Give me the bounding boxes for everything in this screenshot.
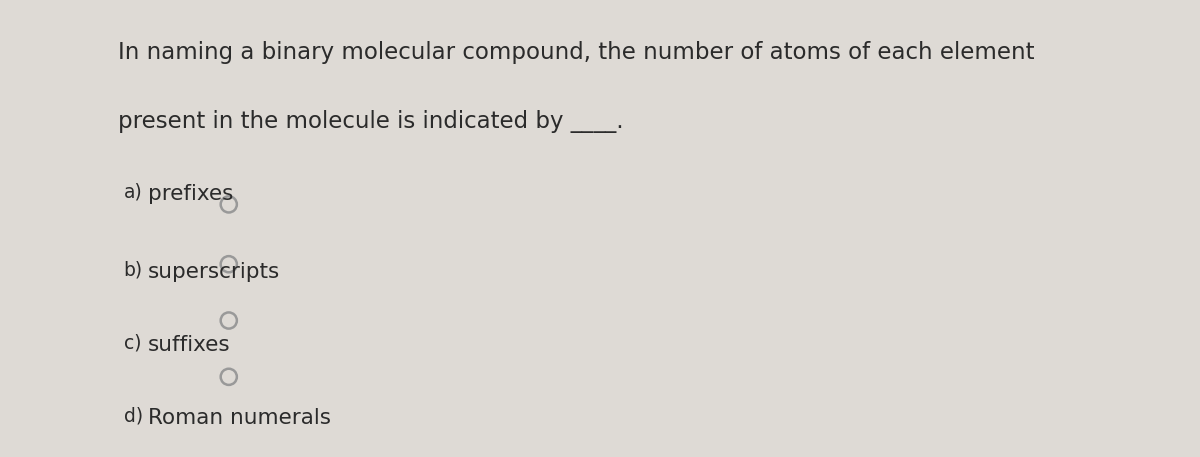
Text: b): b) bbox=[124, 260, 143, 279]
Text: a): a) bbox=[124, 182, 143, 202]
Text: present in the molecule is indicated by ____.: present in the molecule is indicated by … bbox=[118, 110, 623, 133]
Text: suffixes: suffixes bbox=[148, 335, 230, 355]
Text: prefixes: prefixes bbox=[148, 184, 233, 204]
Text: c): c) bbox=[124, 333, 142, 352]
Text: In naming a binary molecular compound, the number of atoms of each element: In naming a binary molecular compound, t… bbox=[118, 41, 1034, 64]
Text: Roman numerals: Roman numerals bbox=[148, 408, 331, 428]
Text: d): d) bbox=[124, 406, 143, 425]
Text: superscripts: superscripts bbox=[148, 262, 280, 282]
